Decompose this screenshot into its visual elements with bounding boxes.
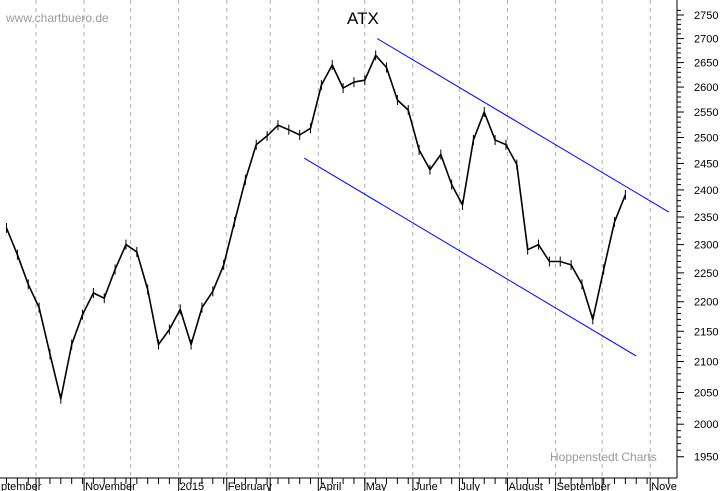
x-tick-label: November: [85, 481, 136, 491]
x-tick-label: Nove: [651, 481, 677, 491]
y-tick-label: 2150: [694, 326, 718, 338]
y-tick-label: 2550: [694, 107, 718, 119]
x-tick-label: ptember: [1, 481, 42, 491]
chart-title: ATX: [347, 9, 379, 28]
y-axis: 1950 2000 2050 2100 2150 2200 2250 2300 2350 2400…: [677, 9, 718, 464]
y-tick-label: 1950: [694, 452, 718, 464]
x-tick-label: April: [319, 481, 341, 491]
y-tick-label: 2700: [694, 34, 718, 46]
x-tick-label: July: [460, 481, 480, 491]
x-tick-label: May: [366, 481, 387, 491]
x-tick-label: September: [557, 481, 611, 491]
y-tick-label: 2500: [694, 132, 718, 144]
x-axis: ptember November 2015 February April May June J…: [1, 478, 677, 491]
price-line: [5, 54, 627, 400]
x-tick-label: June: [414, 481, 438, 491]
channel-trend-line: [376, 38, 670, 213]
y-tick-label: 2750: [694, 10, 718, 22]
y-tick-label: 2250: [694, 268, 718, 280]
x-tick-label: August: [509, 481, 543, 491]
y-tick-label: 2650: [694, 58, 718, 70]
y-tick-label: 2200: [694, 297, 718, 309]
trend-lines: [304, 38, 670, 357]
y-tick-label: 2100: [694, 357, 718, 369]
credit-label: Hoppenstedt Charts: [550, 450, 657, 464]
channel-trend-line: [304, 157, 637, 357]
y-tick-label: 2350: [694, 212, 718, 224]
watermark: www.chartbuero.de: [5, 11, 109, 25]
y-tick-label: 2000: [694, 419, 718, 431]
y-tick-label: 2050: [694, 387, 718, 399]
x-tick-label: February: [228, 481, 273, 491]
y-tick-label: 2400: [694, 185, 718, 197]
y-tick-label: 2450: [694, 158, 718, 170]
y-tick-label: 2600: [694, 82, 718, 94]
price-series: [5, 50, 627, 404]
x-tick-label: 2015: [180, 481, 204, 491]
month-gridlines: [35, 0, 651, 478]
y-tick-label: 2300: [694, 240, 718, 252]
